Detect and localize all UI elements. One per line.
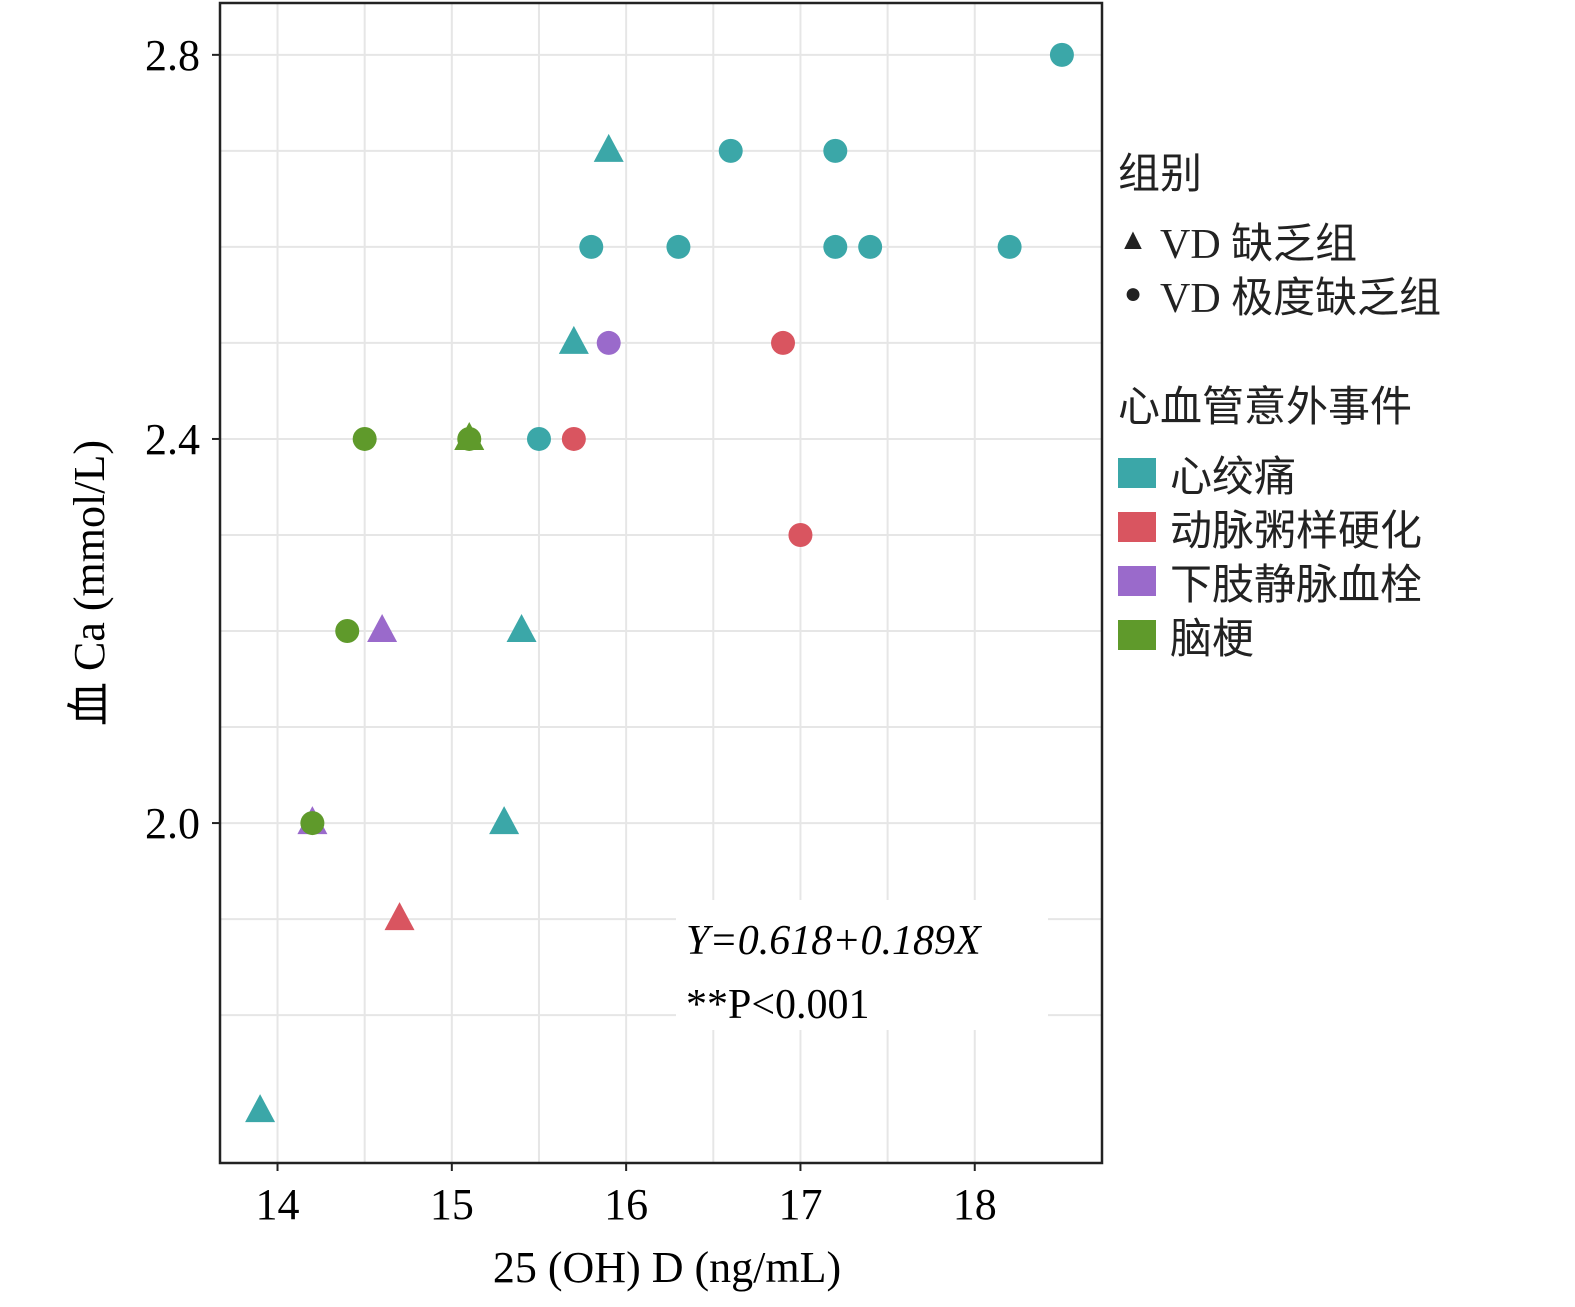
- plot-frame: [218, 1, 1104, 1165]
- data-point-circle: [666, 234, 691, 259]
- legend-item-stroke: 脑梗: [1118, 608, 1441, 663]
- data-point-circle: [1049, 42, 1074, 67]
- legend-item-triangle: ▲ VD 缺乏组: [1118, 213, 1441, 268]
- p-value: **P<0.001: [686, 982, 870, 1028]
- legend-item-angina: 心绞痛: [1118, 446, 1441, 501]
- color-swatch: [1118, 566, 1156, 596]
- color-swatch: [1118, 620, 1156, 650]
- y-axis-label: 血 Ca (mmol/L): [65, 440, 114, 726]
- legend-item-dvt: 下肢静脉血栓: [1118, 554, 1441, 609]
- legend-label: 下肢静脉血栓: [1170, 562, 1423, 609]
- legend-label: 心绞痛: [1170, 454, 1297, 501]
- data-point-circle: [823, 234, 848, 259]
- data-point-circle: [579, 234, 604, 259]
- regression-equation: Y=0.618+0.189X: [686, 918, 983, 964]
- color-swatch: [1118, 512, 1156, 542]
- data-point-triangle: [384, 902, 415, 931]
- data-point-circle: [596, 330, 621, 355]
- y-tick-label: 2.8: [145, 31, 200, 80]
- legend-shape-title: 组别: [1118, 152, 1203, 198]
- x-tick-label: 18: [953, 1180, 997, 1229]
- data-point-circle: [335, 619, 360, 644]
- data-point-triangle: [489, 806, 520, 835]
- data-point-circle: [300, 811, 325, 836]
- data-points: [245, 42, 1074, 1123]
- circle-icon: ●: [1123, 277, 1143, 310]
- x-axis-label: 25 (OH) D (ng/mL): [493, 1243, 841, 1292]
- legend-label: VD 缺乏组: [1160, 221, 1358, 268]
- data-point-triangle: [367, 614, 398, 643]
- grid-lines: [220, 3, 1102, 1163]
- data-point-circle: [858, 234, 883, 259]
- data-point-circle: [352, 426, 377, 451]
- triangle-icon: ▲: [1118, 223, 1148, 256]
- legend-label: 动脉粥样硬化: [1170, 508, 1423, 555]
- x-tick-label: 14: [256, 1180, 300, 1229]
- legend: 组别 ▲ VD 缺乏组 ● VD 极度缺乏组 心血管意外事件 心绞痛 动脉粥样硬…: [1118, 140, 1441, 663]
- legend-label: 脑梗: [1170, 616, 1255, 663]
- axis-ticks: 14 15 16 17 18 2.0 2.4 2.8: [145, 31, 997, 1229]
- data-point-circle: [718, 138, 743, 163]
- data-point-triangle: [558, 325, 589, 354]
- legend-item-atherosclerosis: 动脉粥样硬化: [1118, 500, 1441, 555]
- data-point-circle: [788, 522, 813, 547]
- x-tick-label: 17: [778, 1180, 822, 1229]
- data-point-triangle: [593, 133, 624, 162]
- y-tick-label: 2.4: [145, 415, 200, 464]
- legend-item-circle: ● VD 极度缺乏组: [1118, 267, 1441, 322]
- legend-label: VD 极度缺乏组: [1160, 275, 1442, 322]
- data-point-circle: [526, 426, 551, 451]
- data-point-circle: [771, 330, 796, 355]
- data-point-circle: [457, 426, 482, 451]
- color-swatch: [1118, 458, 1156, 488]
- legend-color-title: 心血管意外事件: [1118, 385, 1413, 431]
- data-point-circle: [823, 138, 848, 163]
- x-tick-label: 15: [430, 1180, 474, 1229]
- data-point-triangle: [245, 1094, 276, 1123]
- x-tick-label: 16: [604, 1180, 648, 1229]
- annotation-background: [676, 900, 1048, 1030]
- data-point-circle: [561, 426, 586, 451]
- data-point-circle: [997, 234, 1022, 259]
- y-tick-label: 2.0: [145, 799, 200, 848]
- data-point-triangle: [506, 614, 537, 643]
